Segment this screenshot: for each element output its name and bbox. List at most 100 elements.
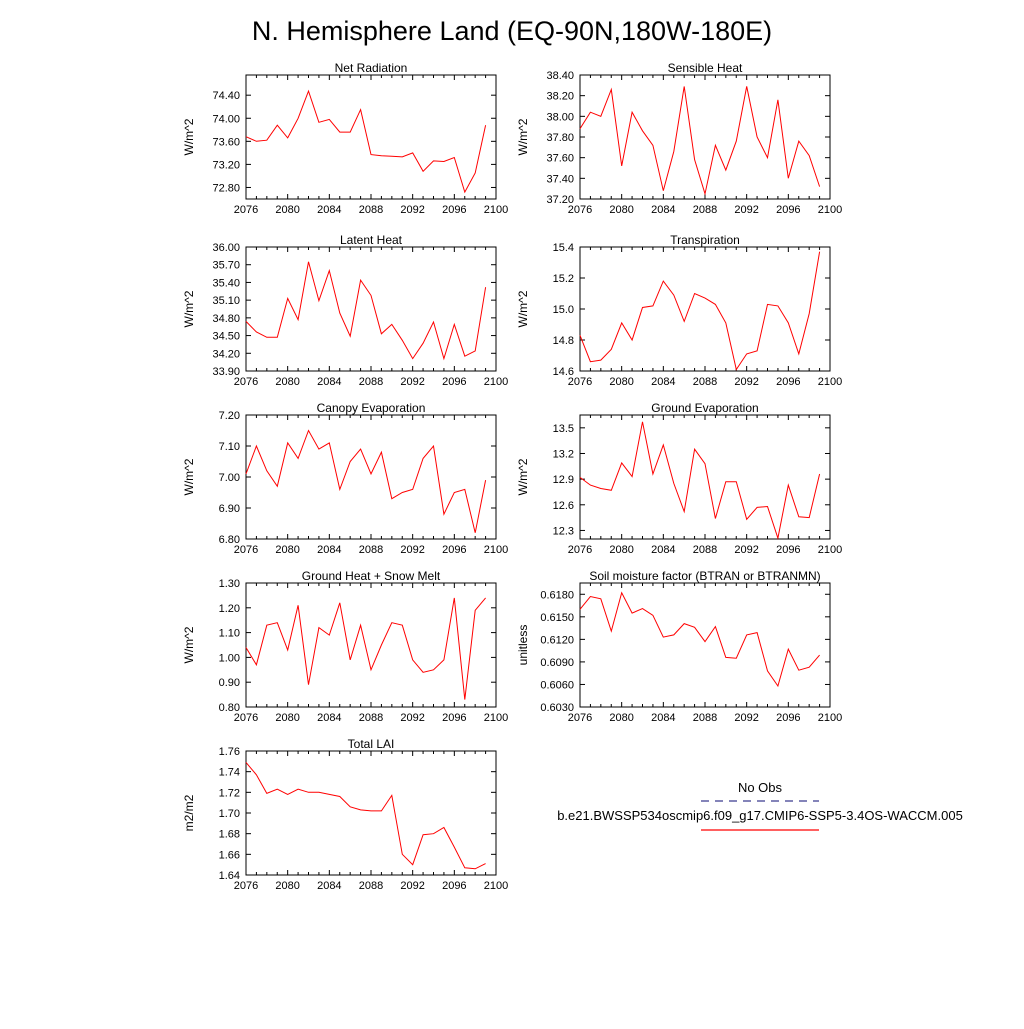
x-tick-label: 2080 bbox=[275, 880, 299, 892]
y-tick-label: 0.90 bbox=[219, 677, 240, 689]
panel-title: Ground Heat + Snow Melt bbox=[302, 569, 441, 583]
y-tick-label: 73.60 bbox=[212, 136, 240, 148]
y-tick-label: 15.2 bbox=[553, 273, 574, 285]
y-tick-label: 12.6 bbox=[553, 500, 574, 512]
plot-frame bbox=[580, 415, 830, 539]
y-tick-label: 6.90 bbox=[219, 503, 240, 515]
x-tick-label: 2092 bbox=[734, 376, 758, 388]
x-tick-label: 2088 bbox=[693, 712, 717, 724]
panels: Net Radiation W/m^2 2076 2080 2084 2088 2092 20… bbox=[182, 61, 842, 892]
y-tick-label: 13.2 bbox=[553, 448, 574, 460]
x-tick-label: 2084 bbox=[651, 204, 675, 216]
x-tick-label: 2096 bbox=[776, 376, 800, 388]
figure-title: N. Hemisphere Land (EQ-90N,180W-180E) bbox=[252, 16, 772, 46]
x-tick-label: 2092 bbox=[400, 204, 424, 216]
panel-8: Soil moisture factor (BTRAN or BTRANMN)u… bbox=[516, 569, 842, 724]
x-tick-label: 2096 bbox=[442, 204, 466, 216]
x-tick-label: 2100 bbox=[818, 712, 842, 724]
x-tick-label: 2084 bbox=[651, 544, 675, 556]
y-tick-label: 37.60 bbox=[546, 153, 574, 165]
x-tick-label: 2080 bbox=[275, 376, 299, 388]
x-tick-label: 2088 bbox=[693, 204, 717, 216]
y-tick-label: 1.68 bbox=[219, 829, 240, 841]
x-tick-label: 2092 bbox=[734, 712, 758, 724]
y-tick-label: 1.10 bbox=[219, 628, 240, 640]
series-line bbox=[580, 422, 820, 538]
plot-frame bbox=[246, 415, 496, 539]
x-tick-label: 2096 bbox=[442, 376, 466, 388]
y-axis-label: W/m^2 bbox=[182, 118, 196, 155]
y-tick-label: 1.72 bbox=[219, 787, 240, 799]
x-tick-label: 2100 bbox=[818, 376, 842, 388]
x-tick-label: 2096 bbox=[776, 712, 800, 724]
x-tick-label: 2100 bbox=[484, 204, 508, 216]
y-tick-label: 74.00 bbox=[212, 113, 240, 125]
y-tick-label: 34.80 bbox=[212, 313, 240, 325]
series-line bbox=[580, 252, 820, 370]
y-tick-label: 0.6030 bbox=[540, 702, 574, 714]
y-tick-label: 1.20 bbox=[219, 603, 240, 615]
panel-title: Total LAI bbox=[348, 737, 395, 751]
x-tick-label: 2096 bbox=[776, 544, 800, 556]
plot-frame bbox=[246, 247, 496, 371]
y-tick-label: 35.70 bbox=[212, 260, 240, 272]
series-line bbox=[246, 598, 486, 700]
x-tick-label: 2084 bbox=[317, 376, 341, 388]
y-tick-label: 38.00 bbox=[546, 111, 574, 123]
x-tick-label: 2092 bbox=[734, 544, 758, 556]
x-tick-label: 2080 bbox=[609, 712, 633, 724]
legend-case-label: b.e21.BWSSP534oscmip6.f09_g17.CMIP6-SSP5… bbox=[557, 808, 963, 823]
y-tick-label: 1.70 bbox=[219, 808, 240, 820]
y-tick-label: 15.4 bbox=[553, 242, 574, 254]
y-tick-label: 7.10 bbox=[219, 441, 240, 453]
legend-obs-label: No Obs bbox=[738, 780, 783, 795]
y-tick-label: 7.00 bbox=[219, 472, 240, 484]
y-axis-label: W/m^2 bbox=[516, 118, 530, 155]
x-tick-label: 2100 bbox=[484, 712, 508, 724]
series-line bbox=[580, 86, 820, 193]
panel-title: Net Radiation bbox=[335, 61, 408, 75]
x-tick-label: 2084 bbox=[317, 712, 341, 724]
plot-frame bbox=[580, 247, 830, 371]
plot-frame bbox=[246, 583, 496, 707]
x-tick-label: 2080 bbox=[275, 544, 299, 556]
y-tick-label: 37.80 bbox=[546, 132, 574, 144]
y-tick-label: 15.0 bbox=[553, 304, 574, 316]
y-tick-label: 37.40 bbox=[546, 173, 574, 185]
y-axis-label: W/m^2 bbox=[516, 458, 530, 495]
y-tick-label: 0.6150 bbox=[540, 612, 574, 624]
y-tick-label: 1.74 bbox=[219, 767, 240, 779]
y-tick-label: 73.20 bbox=[212, 159, 240, 171]
y-tick-label: 14.8 bbox=[553, 335, 574, 347]
x-tick-label: 2096 bbox=[776, 204, 800, 216]
y-tick-label: 37.20 bbox=[546, 194, 574, 206]
y-tick-label: 14.6 bbox=[553, 366, 574, 378]
legend: No Obs b.e21.BWSSP534oscmip6.f09_g17.CMI… bbox=[557, 780, 963, 830]
y-tick-label: 13.5 bbox=[553, 423, 574, 435]
x-tick-label: 2080 bbox=[275, 204, 299, 216]
series-line bbox=[246, 762, 486, 868]
x-tick-label: 2100 bbox=[484, 376, 508, 388]
x-tick-label: 2084 bbox=[317, 204, 341, 216]
y-tick-label: 72.80 bbox=[212, 182, 240, 194]
x-tick-label: 2080 bbox=[609, 376, 633, 388]
y-tick-label: 1.00 bbox=[219, 652, 240, 664]
x-tick-label: 2076 bbox=[234, 204, 258, 216]
panel-title: Sensible Heat bbox=[668, 61, 743, 75]
y-tick-label: 74.40 bbox=[212, 90, 240, 102]
y-tick-label: 0.6060 bbox=[540, 679, 574, 691]
y-tick-label: 38.40 bbox=[546, 70, 574, 82]
x-tick-label: 2092 bbox=[400, 376, 424, 388]
y-tick-label: 1.64 bbox=[219, 870, 240, 882]
panel-title: Ground Evaporation bbox=[651, 401, 758, 415]
plot-frame bbox=[580, 583, 830, 707]
x-tick-label: 2096 bbox=[442, 880, 466, 892]
